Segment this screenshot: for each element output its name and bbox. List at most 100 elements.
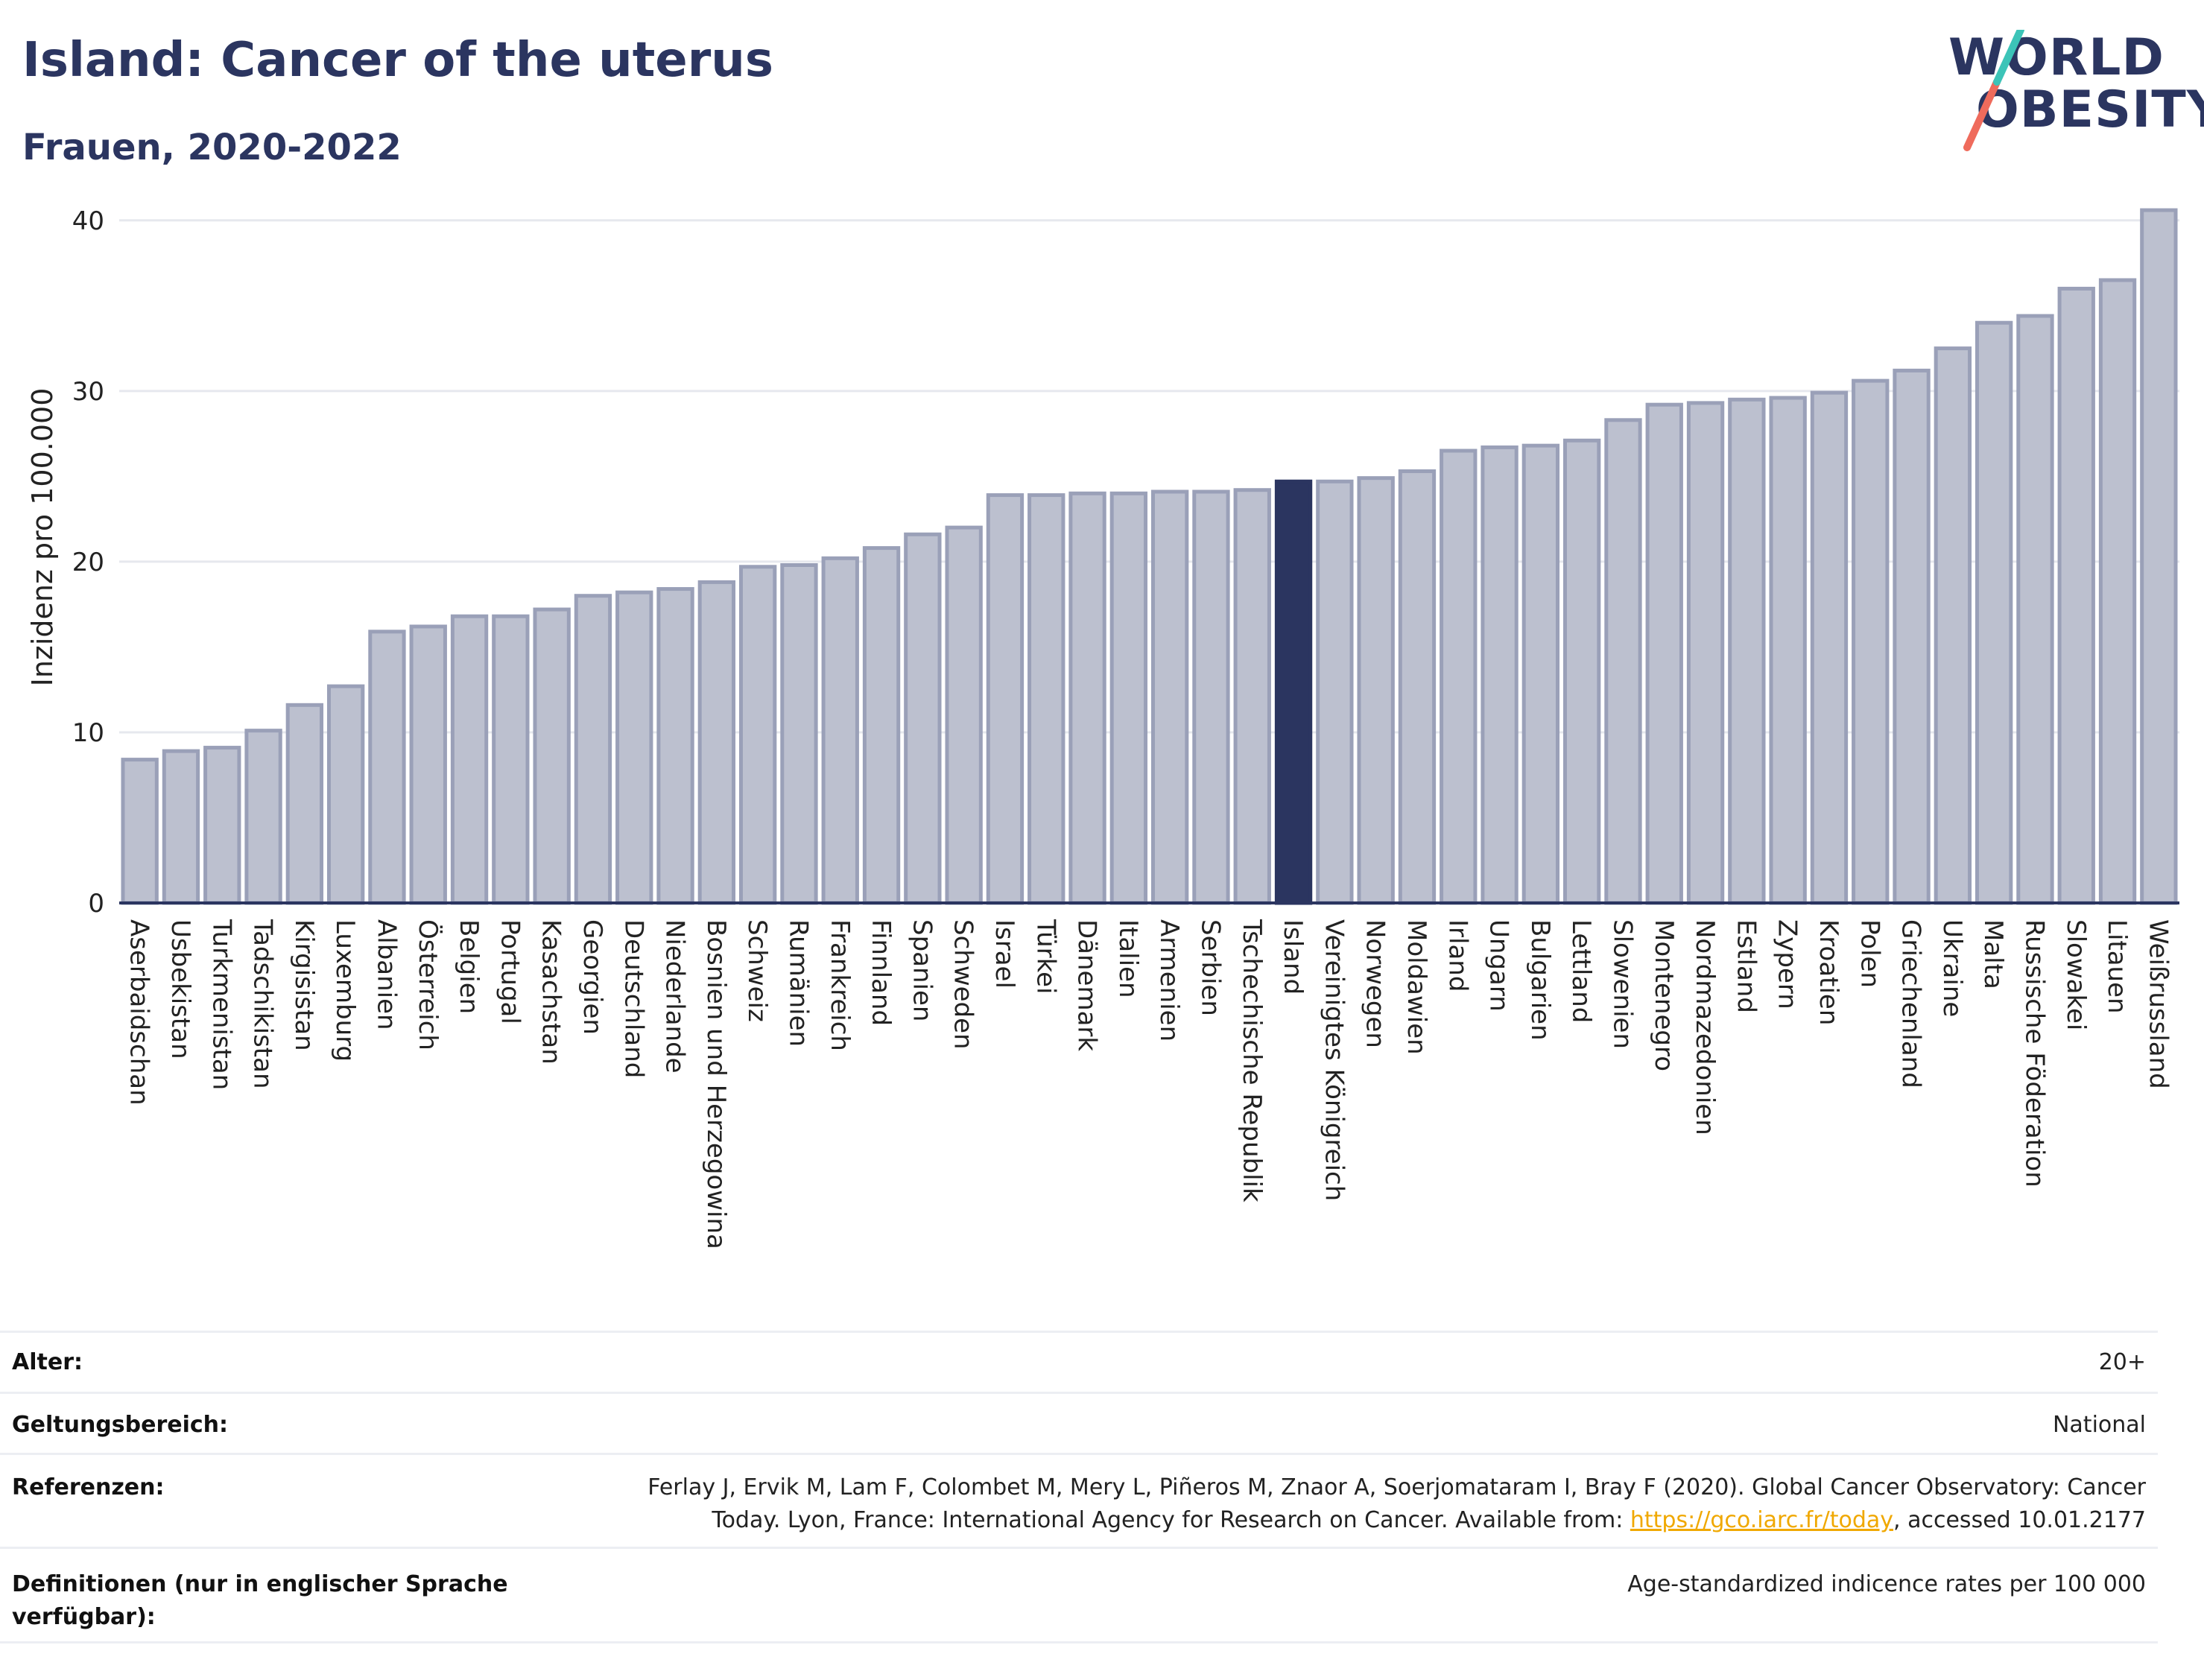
x-tick-label: Malta bbox=[1978, 919, 2008, 989]
x-tick-label: Griechenland bbox=[1896, 919, 1926, 1088]
logo-line1: WORLD bbox=[1948, 28, 2165, 87]
x-tick-label: Italien bbox=[1113, 919, 1143, 998]
x-tick-label: Ungarn bbox=[1484, 919, 1514, 1012]
x-tick-label: Luxemburg bbox=[330, 919, 360, 1062]
bar-russische-föderation bbox=[2016, 314, 2054, 905]
x-tick-label: Norwegen bbox=[1361, 919, 1390, 1048]
x-axis-ticks: Aserbaidschan Usbekistan Turkmenistan Tadsc… bbox=[124, 919, 2173, 1249]
y-tick-label: 30 bbox=[72, 377, 104, 407]
bar-kasachstan bbox=[533, 607, 571, 905]
x-tick-label: Schweiz bbox=[742, 919, 772, 1022]
bar-norwegen bbox=[1357, 476, 1395, 905]
bar-portugal bbox=[492, 614, 530, 905]
y-axis-ticks: 0 10 20 30 40 bbox=[72, 206, 104, 919]
bar-bosnien-und-herzegowina bbox=[697, 580, 736, 905]
x-tick-label: Slowenien bbox=[1607, 919, 1637, 1049]
meta-row-age: Alter: 20+ bbox=[0, 1331, 2158, 1394]
bar-kroatien bbox=[1810, 390, 1849, 905]
y-tick-label: 0 bbox=[88, 889, 104, 919]
meta-row-references: Referenzen: Ferlay J, Ervik M, Lam F, Co… bbox=[0, 1453, 2158, 1549]
meta-value-age: 20+ bbox=[2098, 1349, 2146, 1375]
x-tick-label: Tschechische Republik bbox=[1237, 919, 1267, 1202]
bar-frankreich bbox=[821, 556, 859, 905]
x-tick-label: Irland bbox=[1443, 919, 1472, 992]
bar-lettland bbox=[1562, 438, 1601, 905]
page-subtitle: Frauen, 2020-2022 bbox=[22, 127, 402, 168]
bar-irland bbox=[1440, 448, 1478, 905]
bar-zypern bbox=[1769, 396, 1807, 905]
bar-italien bbox=[1109, 491, 1148, 905]
bar-finnland bbox=[862, 546, 901, 905]
x-tick-label: Türkei bbox=[1030, 919, 1060, 994]
x-tick-label: Kroatien bbox=[1814, 919, 1843, 1025]
meta-value-scope: National bbox=[2052, 1412, 2146, 1438]
bar-polen bbox=[1852, 378, 1890, 905]
x-tick-label: Montenegro bbox=[1649, 919, 1679, 1071]
x-tick-label: Zypern bbox=[1773, 919, 1802, 1009]
y-tick-label: 10 bbox=[72, 718, 104, 748]
page-title: Island: Cancer of the uterus bbox=[22, 33, 773, 88]
x-tick-label: Nordmazedonien bbox=[1690, 919, 1720, 1135]
x-tick-label: Russische Föderation bbox=[2019, 919, 2049, 1188]
x-tick-label: Polen bbox=[1855, 919, 1884, 988]
bar-turkmenistan bbox=[203, 746, 241, 905]
x-tick-label: Bulgarien bbox=[1525, 919, 1555, 1041]
bar-serbien bbox=[1192, 489, 1230, 905]
x-tick-label: Bosnien und Herzegowina bbox=[701, 919, 731, 1249]
meta-label-definitions: Definitionen (nur in englischer Sprache … bbox=[12, 1571, 508, 1630]
reference-text: Today. Lyon, France: International Agenc… bbox=[712, 1507, 1630, 1533]
bar-nordmazedonien bbox=[1686, 401, 1725, 905]
bar-luxemburg bbox=[326, 684, 365, 905]
meta-label-scope: Geltungsbereich: bbox=[12, 1412, 229, 1438]
bar-ukraine bbox=[1934, 346, 1972, 905]
bar-slowakei bbox=[2057, 286, 2095, 905]
bar-schweiz bbox=[738, 565, 777, 905]
meta-value-definitions: Age-standardized indicence rates per 100… bbox=[1627, 1571, 2146, 1597]
bar-niederlande bbox=[656, 587, 694, 905]
bar-israel bbox=[986, 493, 1025, 905]
x-tick-label: Lettland bbox=[1566, 919, 1596, 1023]
bar-slowenien bbox=[1604, 418, 1642, 905]
bar-vereinigtes-königreich bbox=[1316, 479, 1354, 905]
bar-aserbaidschan bbox=[121, 758, 159, 905]
bar-griechenland bbox=[1893, 368, 1931, 905]
bar-island bbox=[1274, 479, 1313, 905]
bar-armenien bbox=[1150, 489, 1189, 905]
x-tick-label: Schweden bbox=[949, 919, 978, 1050]
bar-estland bbox=[1728, 397, 1766, 905]
x-tick-label: Litauen bbox=[2102, 919, 2132, 1014]
x-tick-label: Kasachstan bbox=[536, 919, 566, 1065]
bar-georgien bbox=[574, 594, 612, 905]
bar-deutschland bbox=[615, 590, 653, 905]
x-tick-label: Rumänien bbox=[783, 919, 813, 1047]
x-tick-label: Kirgisistan bbox=[289, 919, 319, 1051]
meta-label-age: Alter: bbox=[12, 1349, 83, 1375]
meta-value-references-line2: Today. Lyon, France: International Agenc… bbox=[712, 1504, 2146, 1537]
reference-link[interactable]: https://gco.iarc.fr/today bbox=[1630, 1507, 1894, 1533]
bar-schweden bbox=[945, 525, 983, 905]
x-tick-label: Georgien bbox=[577, 919, 607, 1035]
bar-montenegro bbox=[1645, 402, 1683, 905]
x-tick-label: Spanien bbox=[907, 919, 937, 1021]
x-tick-label: Albanien bbox=[371, 919, 401, 1030]
x-tick-label: Tadschikistan bbox=[248, 919, 278, 1089]
y-tick-label: 20 bbox=[72, 548, 104, 577]
x-tick-label: Vereinigtes Königreich bbox=[1319, 919, 1349, 1201]
x-tick-label: Serbien bbox=[1195, 919, 1225, 1016]
bar-belgien bbox=[450, 614, 489, 905]
bar-tadschikistan bbox=[244, 729, 282, 905]
bars bbox=[121, 208, 2178, 905]
bar-litauen bbox=[2098, 278, 2137, 905]
x-tick-label: Island bbox=[1278, 919, 1308, 995]
bar-spanien bbox=[904, 532, 942, 905]
bar-moldawien bbox=[1398, 469, 1437, 905]
bar-türkei bbox=[1027, 493, 1065, 905]
bar-dänemark bbox=[1068, 491, 1106, 905]
bar-weißrussland bbox=[2140, 208, 2178, 905]
reference-accessed: , accessed 10.01.2177 bbox=[1893, 1507, 2146, 1533]
bar-usbekistan bbox=[162, 749, 200, 905]
x-tick-label: Deutschland bbox=[618, 919, 648, 1078]
bar-rumänien bbox=[780, 562, 818, 905]
x-tick-label: Österreich bbox=[413, 919, 443, 1050]
bar-kirgisistan bbox=[285, 703, 324, 905]
